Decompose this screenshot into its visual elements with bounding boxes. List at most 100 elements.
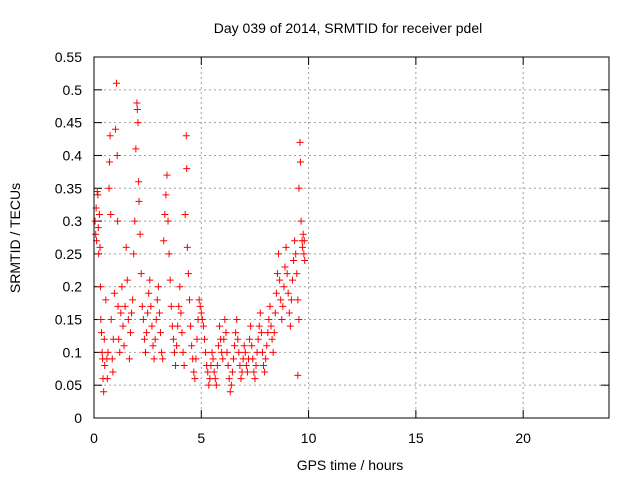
data-point: [227, 381, 235, 389]
data-point: [295, 316, 303, 324]
data-point: [170, 348, 178, 356]
data-point: [102, 296, 110, 304]
data-point: [281, 263, 289, 271]
y-tick-label: 0.25: [55, 246, 82, 262]
data-point: [94, 191, 102, 199]
data-point: [134, 119, 142, 127]
data-point: [226, 388, 234, 396]
data-point: [272, 289, 280, 297]
data-point: [270, 329, 278, 337]
data-point: [300, 237, 308, 245]
data-point: [157, 329, 165, 337]
data-point: [285, 309, 293, 317]
data-point: [213, 361, 221, 369]
data-point: [178, 329, 186, 337]
data-point: [159, 355, 167, 363]
data-point: [256, 309, 264, 317]
data-point: [191, 375, 199, 383]
y-tick-label: 0: [74, 410, 82, 426]
data-point: [236, 361, 244, 369]
data-point: [181, 211, 189, 219]
data-point: [229, 355, 237, 363]
data-point: [98, 329, 106, 337]
data-point: [116, 348, 124, 356]
data-point: [235, 348, 243, 356]
data-point: [271, 309, 279, 317]
data-point: [295, 184, 303, 192]
data-point: [296, 158, 304, 166]
data-point: [177, 309, 185, 317]
data-point: [287, 296, 295, 304]
data-point: [220, 335, 228, 343]
data-point: [147, 302, 155, 310]
data-point: [280, 283, 288, 291]
data-point: [211, 375, 219, 383]
y-tick-label: 0.1: [63, 344, 83, 360]
data-point: [284, 289, 292, 297]
data-point: [103, 375, 111, 383]
data-point: [264, 329, 272, 337]
data-point: [183, 165, 191, 173]
data-point: [233, 316, 241, 324]
data-point: [145, 289, 153, 297]
y-tick-label: 0.5: [63, 82, 83, 98]
data-point: [95, 250, 103, 258]
data-point: [108, 355, 116, 363]
data-point: [296, 138, 304, 146]
data-point: [137, 270, 145, 278]
data-point: [152, 316, 160, 324]
data-point: [255, 322, 263, 330]
data-point: [209, 355, 217, 363]
data-point: [195, 296, 203, 304]
data-point: [184, 270, 192, 278]
data-point: [197, 309, 205, 317]
data-point: [117, 309, 125, 317]
data-point: [237, 375, 245, 383]
data-point: [95, 211, 103, 219]
data-point: [138, 302, 146, 310]
data-point: [279, 302, 287, 310]
y-axis-title: SRMTID / TECUs: [7, 183, 23, 293]
data-point: [106, 132, 114, 140]
data-point: [201, 335, 209, 343]
data-point: [180, 361, 188, 369]
data-point: [282, 243, 290, 251]
data-point: [146, 276, 154, 284]
data-point: [219, 355, 227, 363]
data-point: [185, 296, 193, 304]
data-point: [192, 355, 200, 363]
data-point: [265, 316, 273, 324]
data-point: [299, 243, 307, 251]
data-point: [113, 151, 121, 159]
data-point: [187, 322, 195, 330]
data-point: [273, 270, 281, 278]
data-point: [294, 371, 302, 379]
x-axis-title: GPS time / hours: [297, 457, 404, 473]
data-point: [169, 335, 177, 343]
data-point: [118, 283, 126, 291]
x-tick-label: 10: [301, 430, 317, 446]
data-point: [120, 342, 128, 350]
data-point: [101, 361, 109, 369]
data-point: [277, 296, 285, 304]
data-point: [223, 348, 231, 356]
data-point: [172, 361, 180, 369]
data-point: [267, 322, 275, 330]
data-point: [176, 283, 184, 291]
data-point: [100, 335, 108, 343]
data-point: [299, 230, 307, 238]
data-point: [148, 322, 156, 330]
data-point: [175, 302, 183, 310]
data-point: [114, 217, 122, 225]
data-point: [293, 270, 301, 278]
data-point: [111, 125, 119, 133]
data-point: [300, 250, 308, 258]
data-point: [275, 250, 283, 258]
data-point: [210, 368, 218, 376]
data-point: [150, 355, 158, 363]
data-point: [128, 309, 136, 317]
data-point: [228, 368, 236, 376]
data-point: [123, 276, 131, 284]
data-point: [222, 329, 230, 337]
